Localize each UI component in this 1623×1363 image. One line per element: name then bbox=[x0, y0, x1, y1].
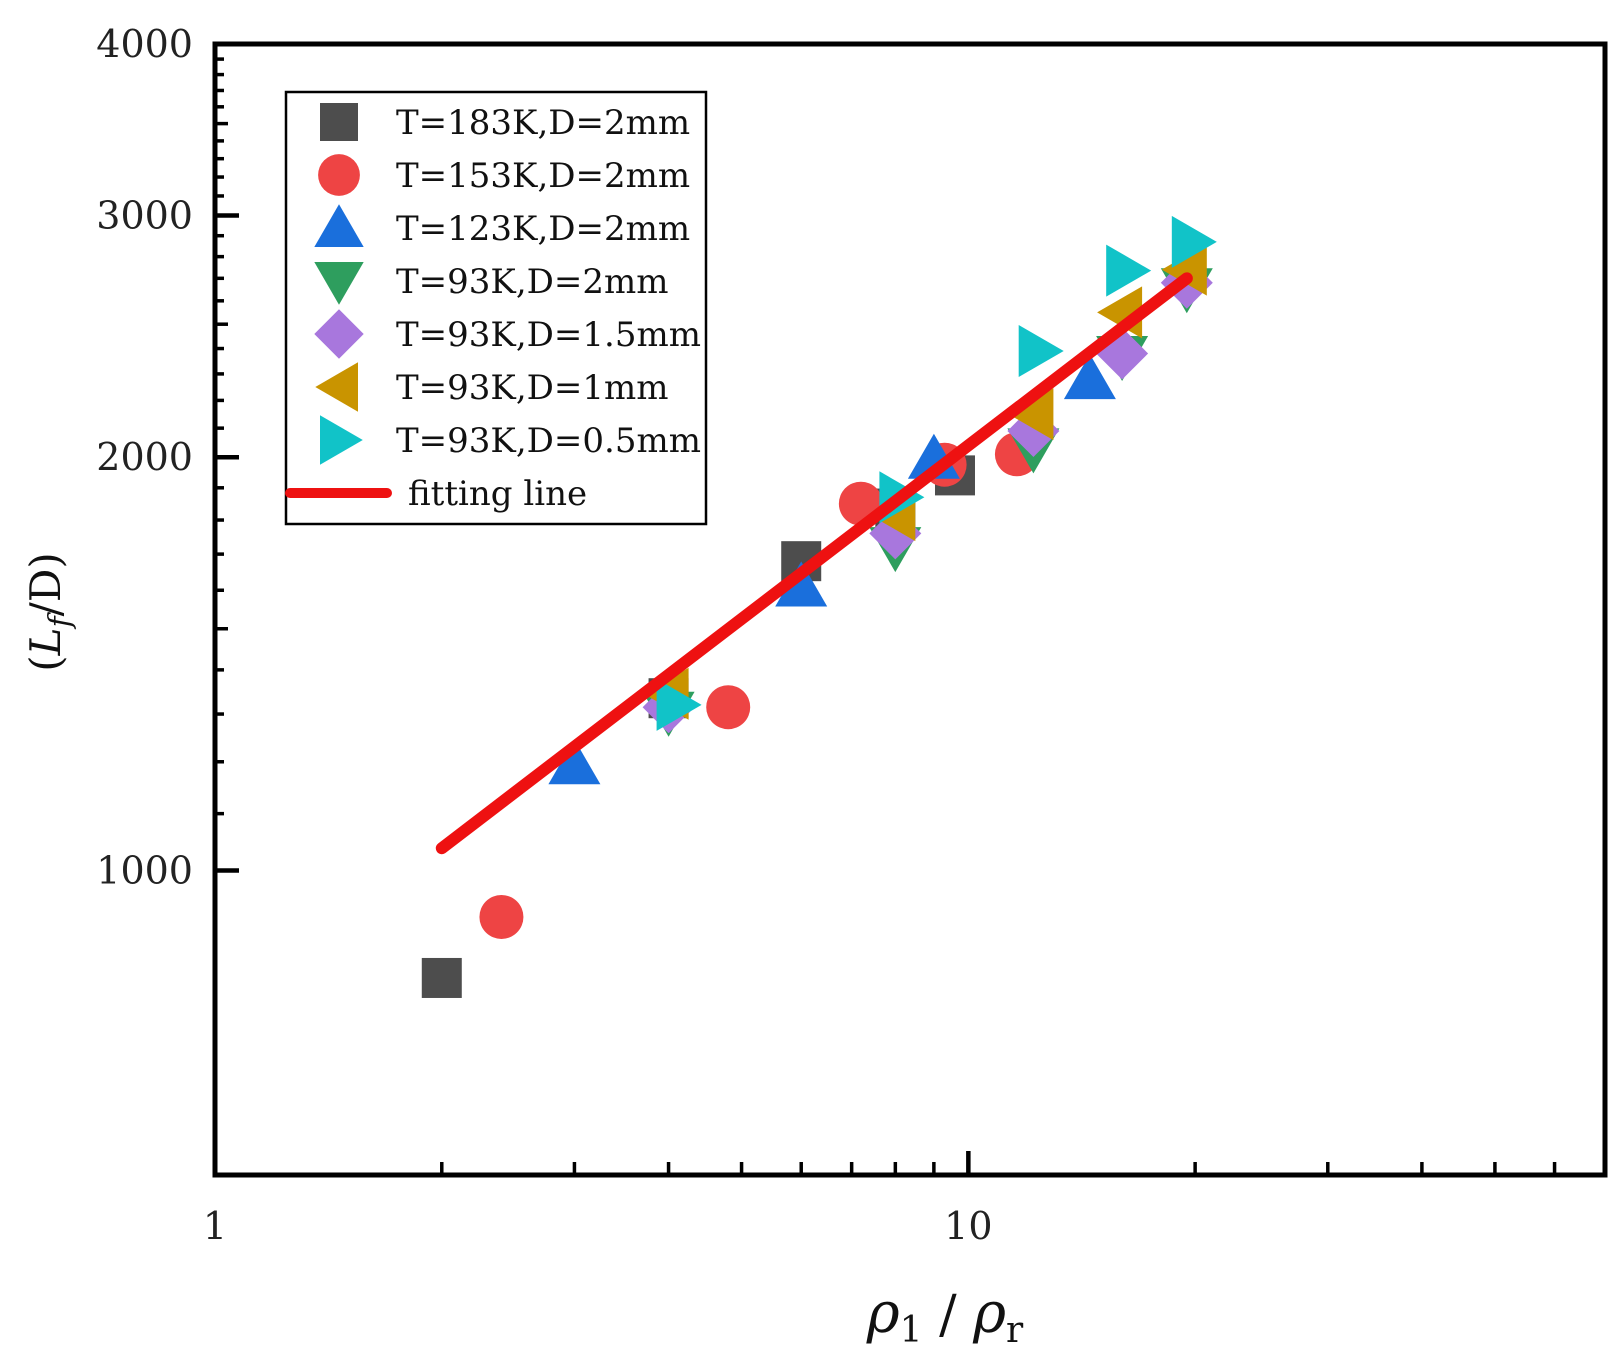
data-point bbox=[656, 678, 702, 731]
legend-entry: T=93K,D=1mm bbox=[315, 362, 669, 412]
data-point bbox=[1063, 354, 1116, 400]
y-tick-label: 4000 bbox=[96, 22, 193, 66]
data-point bbox=[548, 739, 601, 785]
x-tick-labels: 1 10 bbox=[203, 1204, 993, 1248]
legend-entry: T=93K,D=0.5mm bbox=[320, 415, 701, 465]
legend-entry: fitting line bbox=[285, 474, 587, 514]
legend-marker bbox=[315, 362, 358, 412]
legend-marker bbox=[320, 103, 358, 141]
data-point bbox=[1018, 325, 1064, 377]
y-axis-rest: /D) bbox=[21, 552, 70, 616]
y-tick-label: 2000 bbox=[96, 435, 193, 479]
data-point bbox=[1161, 243, 1207, 296]
legend-marker bbox=[314, 204, 364, 247]
legend-label: T=93K,D=0.5mm bbox=[396, 421, 701, 461]
legend-marker bbox=[314, 262, 364, 305]
legend-entry: T=183K,D=2mm bbox=[320, 103, 690, 143]
x-axis-sub-1: 1 bbox=[900, 1310, 923, 1351]
fitting-line bbox=[435, 272, 1193, 855]
data-point bbox=[1008, 388, 1054, 441]
legend-entry: T=93K,D=2mm bbox=[314, 262, 669, 305]
x-axis-title: ρ1 / ρr bbox=[866, 1281, 1024, 1351]
x-axis-rho-2: ρ bbox=[972, 1281, 1006, 1346]
legend-items: T=183K,D=2mm T=153K,D=2mm T=123K,D=2mm T=93… bbox=[285, 103, 701, 514]
data-point bbox=[1171, 215, 1217, 268]
legend-entry: T=123K,D=2mm bbox=[314, 204, 690, 249]
y-axis-L: L bbox=[21, 628, 70, 657]
y-tick-label: 3000 bbox=[96, 194, 193, 238]
data-marks bbox=[421, 215, 1217, 998]
y-axis-title: (Lf/D) bbox=[21, 552, 78, 672]
legend: T=183K,D=2mm T=153K,D=2mm T=123K,D=2mm T=93… bbox=[284, 90, 708, 526]
legend-label: fitting line bbox=[408, 474, 587, 514]
data-point bbox=[479, 894, 524, 939]
legend-label: T=93K,D=1mm bbox=[396, 368, 669, 408]
legend-label: T=93K,D=1.5mm bbox=[396, 315, 701, 355]
legend-marker bbox=[318, 154, 360, 196]
plot-frame bbox=[212, 41, 1608, 1178]
y-axis-open-paren: ( bbox=[21, 655, 70, 671]
data-point bbox=[1106, 244, 1152, 297]
x-axis-rho-1: ρ bbox=[866, 1281, 900, 1346]
legend-marker bbox=[314, 309, 364, 359]
legend-label: T=93K,D=2mm bbox=[396, 262, 669, 302]
x-axis-slash: / bbox=[923, 1285, 974, 1345]
legend-label: T=153K,D=2mm bbox=[396, 156, 690, 196]
x-tick-label: 10 bbox=[944, 1204, 992, 1248]
data-point bbox=[421, 957, 462, 998]
legend-marker bbox=[320, 415, 363, 465]
legend-entry: T=93K,D=1.5mm bbox=[314, 309, 701, 359]
legend-label: T=123K,D=2mm bbox=[396, 209, 690, 249]
legend-entry: T=153K,D=2mm bbox=[318, 154, 690, 196]
legend-label: T=183K,D=2mm bbox=[396, 103, 690, 143]
y-tick-label: 1000 bbox=[96, 848, 193, 892]
x-axis-sub-2: r bbox=[1006, 1310, 1024, 1351]
data-point bbox=[775, 561, 828, 607]
x-tick-label: 1 bbox=[203, 1204, 227, 1248]
y-tick-labels: 1000 2000 3000 4000 bbox=[96, 22, 193, 892]
data-point bbox=[706, 685, 751, 730]
